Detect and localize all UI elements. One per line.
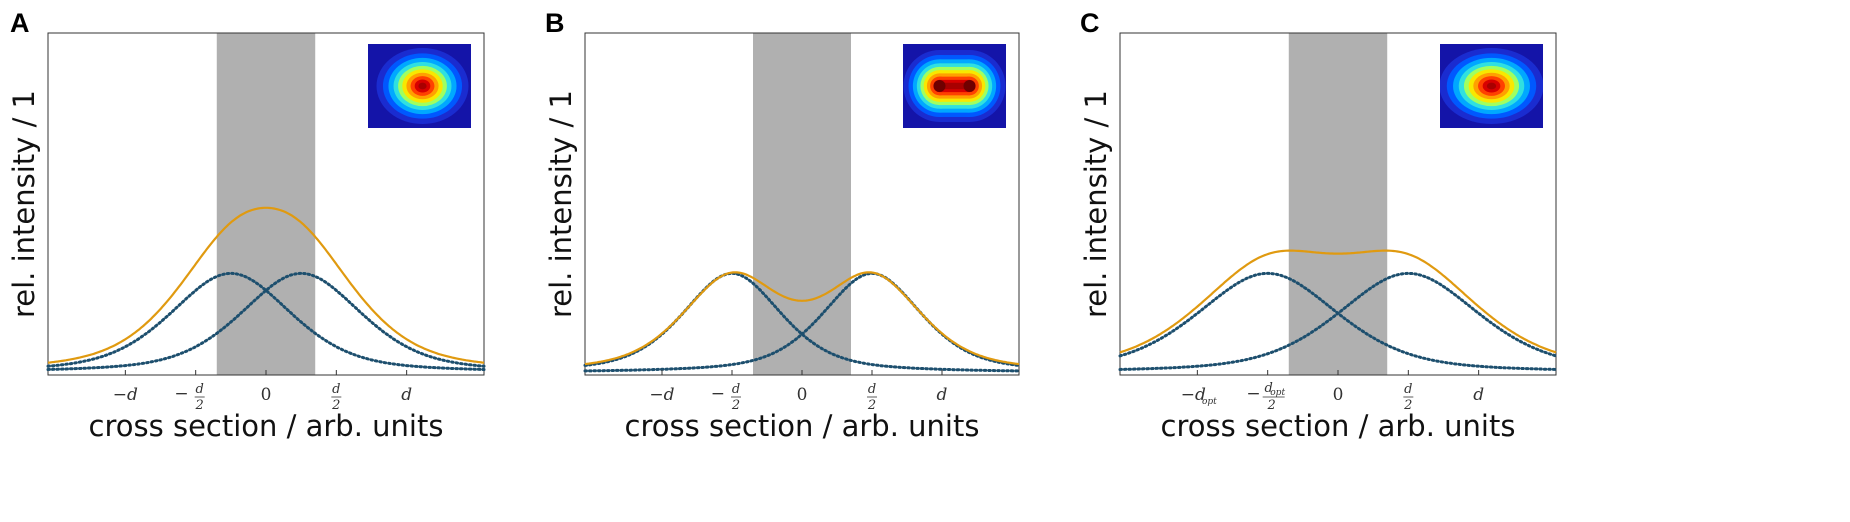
x-tick-label: − d2 [174,382,205,413]
svg-text:2: 2 [867,398,876,413]
x-tick-label: 0 [797,385,808,405]
svg-text:opt: opt [1202,397,1217,407]
panel-letter: B [545,8,565,38]
panel-letter: C [1080,8,1100,38]
x-tick-label: d2 [331,382,342,413]
svg-text:−: − [174,384,188,404]
y-axis-label: rel. intensity / 1 [1079,90,1113,318]
svg-text:d: d [401,385,412,405]
svg-text:−: − [711,384,725,404]
svg-text:d: d [1404,382,1412,397]
svg-text:2: 2 [331,398,340,413]
x-tick-label: d2 [1403,382,1414,413]
svg-text:d: d [1473,385,1484,405]
component-curve-right [1118,271,1558,371]
sum-curve [47,206,485,364]
x-tick-label: d2 [867,382,877,413]
x-axis-label: cross section / arb. units [1161,409,1516,443]
svg-text:d: d [1265,381,1273,396]
svg-text:d: d [732,382,740,397]
x-tick-label: d [937,385,948,405]
svg-text:d: d [196,382,204,397]
x-tick-label: − d2 [711,382,741,413]
svg-text:2: 2 [1403,398,1412,413]
sum-curve [1119,249,1557,354]
x-tick-label: d [401,385,412,405]
panel-letter: A [10,8,30,38]
x-tick-label: 0 [1333,385,1344,405]
x-tick-label: −d [113,385,138,405]
inset-heatmap [1440,44,1543,128]
svg-text:0: 0 [1333,385,1344,405]
svg-text:−d: −d [113,385,138,405]
svg-text:2: 2 [731,398,740,413]
svg-text:opt: opt [1270,388,1285,398]
x-tick-label: 0 [261,385,272,405]
svg-text:d: d [937,385,948,405]
y-axis-label: rel. intensity / 1 [7,90,41,318]
svg-text:2: 2 [1267,398,1276,413]
x-axis-label: cross section / arb. units [625,409,980,443]
inset-heatmap [903,44,1006,128]
component-curve-right [46,271,486,371]
sum-curve [584,271,1020,366]
svg-text:0: 0 [797,385,808,405]
shaded-region [216,33,316,375]
svg-text:d: d [332,382,340,397]
svg-text:0: 0 [261,385,272,405]
svg-text:d: d [868,382,876,397]
y-axis-label: rel. intensity / 1 [544,90,578,318]
svg-text:−d: −d [1181,385,1206,405]
inset-heatmap [368,44,471,128]
x-axis-label: cross section / arb. units [89,409,444,443]
shaded-region [753,33,851,375]
svg-text:−: − [1246,384,1260,404]
x-tick-label: d [1473,385,1484,405]
x-tick-label: −d [649,385,674,405]
svg-text:−d: −d [649,385,674,405]
shaded-region [1288,33,1388,375]
svg-text:2: 2 [195,398,204,413]
